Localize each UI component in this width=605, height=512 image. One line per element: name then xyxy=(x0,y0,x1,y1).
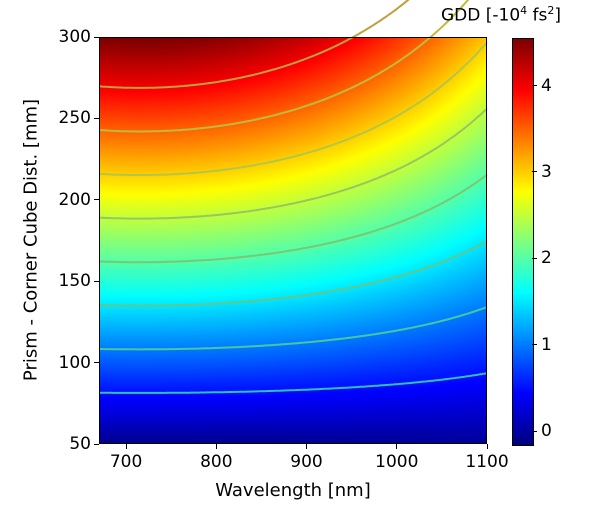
x-tick-label: 900 xyxy=(290,452,323,472)
y-tick-mark xyxy=(94,199,99,201)
y-tick-label: 150 xyxy=(58,271,91,292)
contour-line-1 xyxy=(99,306,488,351)
colorbar-tick-mark xyxy=(532,257,537,259)
x-tick-mark xyxy=(306,444,308,449)
colorbar-tick-label: 4 xyxy=(541,75,552,96)
y-tick-label: 100 xyxy=(58,352,91,373)
contour-line-3 xyxy=(98,173,488,264)
colorbar-tick-mark xyxy=(532,85,537,86)
colorbar-tick-label: 3 xyxy=(541,161,552,182)
colorbar-gradient xyxy=(512,38,534,446)
contour-line-7 xyxy=(98,0,410,89)
y-axis-label: Prism - Corner Cube Dist. [mm] xyxy=(20,98,42,382)
contour-line-6 xyxy=(98,0,470,133)
x-tick-label: 1000 xyxy=(375,452,419,472)
y-tick-mark xyxy=(94,362,99,364)
colorbar-tick-mark xyxy=(532,430,537,432)
colorbar-tick-mark xyxy=(532,344,537,346)
x-axis-label: Wavelength [nm] xyxy=(215,480,371,501)
y-tick-mark xyxy=(94,36,99,38)
y-tick-mark xyxy=(94,443,99,445)
colorbar-tick-label: 1 xyxy=(541,334,552,355)
y-tick-label: 50 xyxy=(69,434,91,454)
contour-line-2 xyxy=(99,239,488,307)
colorbar-tick-label: 0 xyxy=(541,421,552,442)
x-tick-mark xyxy=(486,444,488,449)
contour-lines xyxy=(98,0,488,394)
contour-line-4 xyxy=(98,107,488,220)
x-tick-mark xyxy=(215,444,217,449)
colorbar-tick-label: 2 xyxy=(541,248,552,269)
colorbar-tick-mark xyxy=(532,171,537,173)
y-tick-mark xyxy=(94,280,99,282)
y-tick-label: 300 xyxy=(58,27,91,47)
x-tick-mark xyxy=(125,444,127,449)
heatmap-plot-area xyxy=(98,0,488,444)
heatmap-image xyxy=(99,37,487,444)
y-tick-label: 250 xyxy=(58,108,91,129)
colorbar-title: GDD [-104 fs2] xyxy=(441,4,562,26)
x-tick-label: 1100 xyxy=(465,452,509,472)
colorbar xyxy=(512,38,534,446)
x-tick-label: 800 xyxy=(200,452,233,472)
contour-line-0 xyxy=(99,372,488,394)
contour-line-5 xyxy=(98,41,488,176)
y-tick-mark xyxy=(94,117,99,119)
y-tick-label: 200 xyxy=(58,189,91,210)
x-tick-mark xyxy=(396,444,398,449)
x-tick-label: 700 xyxy=(109,452,143,472)
